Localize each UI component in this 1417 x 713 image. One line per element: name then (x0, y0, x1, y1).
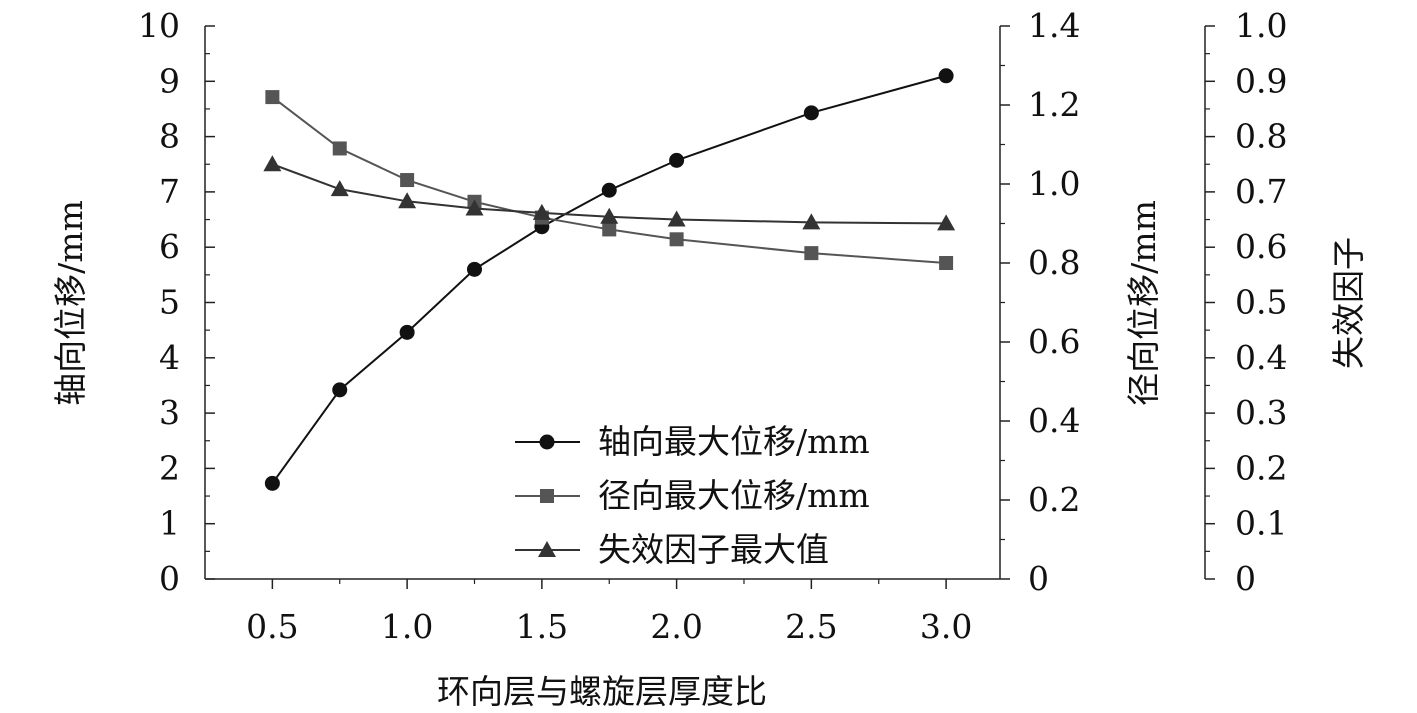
right1-axis-tick-label: 0.8 (1028, 243, 1080, 282)
left-axis-tick-label: 6 (159, 227, 180, 266)
data-point-triangle (532, 203, 551, 220)
series-triangle (263, 155, 956, 231)
left-y-axis-title: 轴向位移/mm (51, 200, 90, 406)
right1-axis-tick-label: 0.2 (1028, 480, 1080, 519)
right2-axis-tick-label: 0.8 (1235, 117, 1287, 156)
legend-label: 径向最大位移/mm (598, 476, 870, 515)
right1-axis-tick-label: 1.0 (1028, 164, 1080, 203)
data-point-square (602, 222, 617, 237)
data-point-square (265, 90, 280, 105)
right1-y-axis-title: 径向位移/mm (1124, 200, 1163, 406)
right2-axis-tick-label: 1.0 (1235, 6, 1287, 45)
legend: 轴向最大位移/mm 径向最大位移/mm 失效因子最大值 (515, 422, 870, 569)
data-point-square (400, 173, 415, 188)
data-point-triangle (802, 213, 821, 230)
data-point-circle (399, 324, 415, 340)
data-point-triangle (398, 192, 417, 209)
x-axis-tick-label: 3.0 (920, 607, 972, 646)
x-axis-tick-label: 1.5 (516, 607, 568, 646)
left-axis-tick-label: 10 (138, 6, 180, 45)
data-point-square (939, 256, 954, 270)
data-point-triangle (263, 155, 282, 172)
series-circle (264, 68, 954, 491)
x-axis-title: 环向层与螺旋层厚度比 (437, 672, 767, 711)
right2-axis-tick-label: 0.7 (1235, 172, 1287, 211)
left-axis-tick-label: 9 (159, 61, 180, 100)
left-axis-tick-label: 4 (159, 338, 180, 377)
series-layer (263, 68, 956, 491)
data-point-triangle (330, 180, 349, 197)
data-point-triangle (600, 207, 619, 224)
legend-item: 径向最大位移/mm (515, 476, 870, 515)
left-axis-tick-label: 1 (159, 504, 180, 543)
left-axis-tick-label: 2 (159, 448, 180, 487)
data-point-triangle (465, 199, 484, 216)
series-square (265, 90, 954, 270)
right2-axis-tick-label: 0.2 (1235, 448, 1287, 487)
legend-item: 失效因子最大值 (515, 530, 829, 569)
right1-axis-tick-label: 0.6 (1028, 322, 1080, 361)
legend-item: 轴向最大位移/mm (515, 422, 870, 461)
data-point-circle (669, 152, 685, 168)
x-axis-tick-label: 1.0 (381, 607, 433, 646)
legend-marker-square (540, 489, 554, 503)
data-point-circle (332, 382, 348, 398)
right1-axis-tick-label: 1.4 (1028, 6, 1080, 45)
left-axis-tick-label: 3 (159, 393, 180, 432)
right2-axis-tick-label: 0 (1235, 559, 1256, 598)
left-axis-tick-label: 8 (159, 117, 180, 156)
legend-label: 轴向最大位移/mm (598, 422, 870, 461)
right1-y-axis: 0 0.2 0.4 0.6 0.8 1.0 1.2 1.4 (1000, 6, 1080, 598)
right1-axis-tick-label: 1.2 (1028, 85, 1080, 124)
data-point-circle (466, 261, 482, 277)
left-y-axis: 0 1 2 3 4 5 6 7 8 9 10 (138, 6, 215, 598)
data-point-triangle (667, 210, 686, 227)
data-point-square (332, 141, 347, 156)
right1-axis-tick-label: 0.4 (1028, 401, 1080, 440)
right1-axis-tick-label: 0 (1028, 559, 1049, 598)
data-point-circle (264, 475, 280, 491)
data-point-circle (601, 182, 617, 198)
right2-axis-tick-label: 0.5 (1235, 283, 1287, 322)
legend-marker-circle (539, 434, 555, 450)
x-axis: 0.5 1.0 1.5 2.0 2.5 3.0 (246, 579, 972, 646)
data-point-square (804, 246, 819, 261)
x-axis-tick-label: 0.5 (246, 607, 298, 646)
right2-axis-tick-label: 0.4 (1235, 338, 1287, 377)
x-axis-tick-label: 2.0 (650, 607, 702, 646)
right2-axis-tick-label: 0.6 (1235, 227, 1287, 266)
right2-axis-tick-label: 0.1 (1235, 504, 1287, 543)
left-axis-tick-label: 7 (159, 172, 180, 211)
right2-axis-tick-label: 0.3 (1235, 393, 1287, 432)
data-point-square (669, 232, 684, 247)
left-axis-tick-label: 5 (159, 283, 180, 322)
legend-label: 失效因子最大值 (598, 530, 829, 569)
right2-y-axis: 0 0.1 0.2 0.3 0.4 0.5 0.6 0.7 0.8 0.9 1.0 (1205, 6, 1287, 598)
data-point-circle (803, 105, 819, 121)
data-point-circle (938, 68, 954, 84)
data-point-triangle (937, 214, 956, 231)
legend-marker-triangle (538, 541, 556, 557)
right2-axis-tick-label: 0.9 (1235, 61, 1287, 100)
right2-y-axis-title: 失效因子 (1329, 237, 1368, 369)
left-axis-tick-label: 0 (159, 559, 180, 598)
series-line (271, 96, 947, 264)
x-axis-tick-label: 2.5 (785, 607, 837, 646)
